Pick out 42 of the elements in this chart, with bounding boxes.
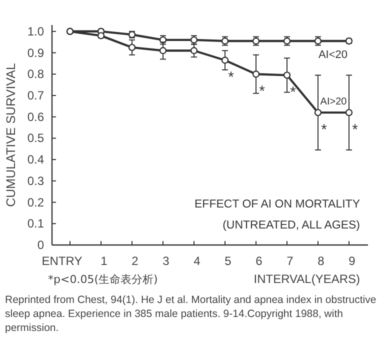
y-tick-label: 0.5: [27, 131, 44, 146]
x-tick-label: 9: [348, 254, 356, 268]
y-tick-label: 0.8: [27, 67, 44, 82]
x-tick-label: 7: [286, 254, 294, 268]
x-tick-label: 5: [224, 254, 232, 268]
series-label: AI<20: [318, 49, 348, 62]
y-tick-label: 0.3: [27, 174, 44, 188]
point: [159, 47, 167, 54]
y-axis-title: CUMULATIVE SURVIVAL: [4, 63, 18, 207]
text: EFFECT OF AI ON MORTALITY: [194, 198, 360, 210]
annotation: *: [259, 83, 266, 100]
x-tick-label: 1: [100, 254, 108, 268]
y-tick-label: 0.9: [27, 46, 44, 60]
point: [345, 108, 353, 116]
y-tick-label: 0.2: [27, 195, 44, 210]
x-tick-label: 2: [132, 254, 139, 268]
text: *p<0.05(生命表分析): [48, 273, 158, 286]
annotation: *: [352, 122, 358, 139]
point: [283, 72, 291, 79]
point: [252, 70, 260, 78]
text: Reprinted from Chest, 94(1). He J et al. Mortality and apnea index in obstructive sleep apnea. Experience in 385 male patients. 9-14.Copyright 1988, with permission.: [5, 294, 376, 334]
x-tick-label: 6: [256, 254, 263, 268]
x-tick-label: ENTRY: [42, 254, 82, 268]
y-tick-label: 0.6: [27, 110, 44, 124]
annotation: *: [321, 122, 328, 139]
point: [221, 56, 229, 64]
series-label: AI>20: [320, 96, 348, 108]
annotation: *: [228, 69, 234, 86]
point: [190, 47, 198, 54]
point: [128, 44, 136, 52]
x-tick-label: 3: [162, 254, 170, 268]
annotation: *: [290, 84, 296, 102]
y-tick-label: 0: [37, 238, 44, 252]
y-tick-label: 0.1: [27, 216, 44, 231]
x-tick-label: 4: [194, 254, 201, 268]
y-tick-label: 1.0: [27, 24, 44, 38]
point: [314, 108, 322, 116]
text: (UNTREATED, ALL AGES): [222, 220, 360, 232]
x-tick-label: 8: [318, 254, 325, 268]
x-axis-title: INTERVAL(YEARS): [254, 272, 360, 286]
y-tick-label: 0.7: [27, 88, 44, 102]
y-tick-label: 0.4: [27, 152, 44, 167]
